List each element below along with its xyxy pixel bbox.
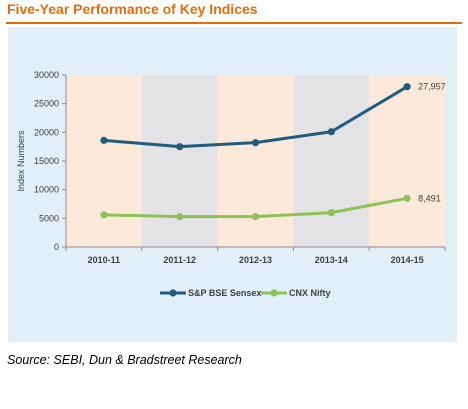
source-note: Source: SEBI, Dun & Bradstreet Research — [7, 353, 242, 367]
data-point — [403, 83, 411, 91]
band-2012-13 — [217, 75, 294, 247]
data-label: 27,957 — [418, 82, 446, 92]
band-2014-15 — [369, 75, 445, 247]
legend-swatch-marker — [169, 289, 177, 297]
data-point — [251, 213, 260, 221]
y-axis-label: Index Numbers — [16, 130, 26, 192]
y-tick-label: 25000 — [34, 99, 59, 109]
x-tick-label: 2012-13 — [239, 255, 272, 265]
title-rule — [6, 22, 462, 24]
y-tick-label: 15000 — [34, 156, 59, 166]
data-point — [251, 139, 260, 147]
data-point — [176, 213, 184, 221]
y-tick-label: 5000 — [39, 213, 59, 223]
data-point — [403, 194, 411, 202]
y-tick-label: 30000 — [34, 70, 59, 80]
line-chart: 0 5000 10000 15000 20000 25000 30000 2010-11 201… — [16, 70, 446, 298]
data-point — [327, 209, 335, 217]
y-tick-label: 20000 — [34, 127, 59, 137]
x-tick-label: 2010-11 — [88, 255, 121, 265]
data-label: 8,491 — [418, 193, 441, 203]
legend-swatch-marker — [270, 289, 278, 297]
band-2010-11 — [66, 75, 142, 247]
data-point — [327, 128, 335, 136]
y-tick-label: 0 — [54, 242, 59, 252]
band-2013-14 — [293, 75, 370, 247]
chart-title: Five-Year Performance of Key Indices — [7, 1, 258, 17]
x-tick-label: 2014-15 — [391, 255, 424, 265]
y-tick-label: 10000 — [34, 185, 59, 195]
data-point — [100, 211, 108, 219]
chart-area: 0 5000 10000 15000 20000 25000 30000 2010-11 201… — [8, 27, 457, 342]
legend-label: CNX Nifty — [289, 288, 331, 298]
x-tick-label: 2011-12 — [163, 255, 196, 265]
legend-label: S&P BSE Sensex — [188, 288, 261, 298]
data-point — [176, 143, 184, 151]
x-tick-label: 2013-14 — [315, 255, 348, 265]
data-point — [100, 136, 108, 144]
band-2011-12 — [141, 75, 218, 247]
